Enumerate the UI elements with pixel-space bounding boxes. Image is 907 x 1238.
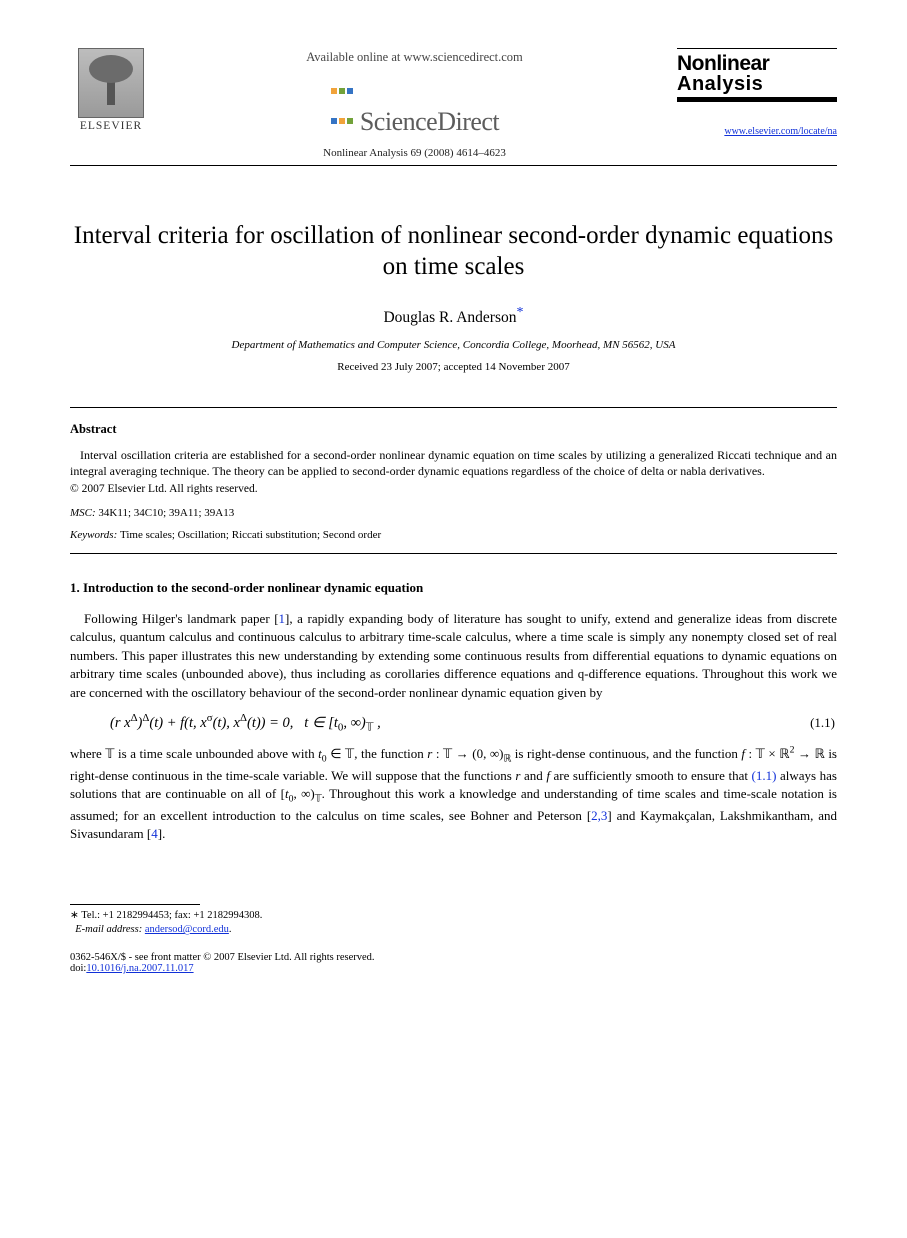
elsevier-logo-block: ELSEVIER (70, 48, 152, 132)
sciencedirect-logo: ScienceDirect (152, 71, 677, 137)
author-line: Douglas R. Anderson* (70, 305, 837, 327)
ref-2-3-link[interactable]: 2,3 (591, 808, 607, 823)
header: ELSEVIER Available online at www.science… (70, 48, 837, 159)
journal-url[interactable]: www.elsevier.com/locate/na (677, 126, 837, 137)
doi-label: doi: (70, 963, 86, 974)
section-1-para-2: where 𝕋 is a time scale unbounded above … (70, 744, 837, 844)
abstract-heading: Abstract (70, 422, 837, 437)
abstract-top-rule (70, 407, 837, 408)
journal-block: Nonlinear Analysis www.elsevier.com/loca… (677, 48, 837, 137)
journal-title-box: Nonlinear Analysis (677, 48, 837, 102)
doi-link[interactable]: 10.1016/j.na.2007.11.017 (86, 963, 193, 974)
paper-title: Interval criteria for oscillation of non… (70, 220, 837, 283)
p1-a: Following Hilger's landmark paper [ (84, 611, 279, 626)
equation-1-1: (r xΔ)Δ(t) + f(t, xσ(t), xΔ(t)) = 0, t ∈… (70, 712, 810, 734)
elsevier-label: ELSEVIER (70, 120, 152, 132)
msc-label: MSC: (70, 507, 96, 519)
journal-box-line1: Nonlinear (677, 53, 837, 74)
header-rule (70, 165, 837, 166)
sd-dots-icon (330, 71, 354, 131)
msc-codes: 34K11; 34C10; 39A11; 39A13 (98, 507, 234, 519)
equation-1-1-number: (1.1) (810, 715, 837, 731)
equation-1-1-row: (r xΔ)Δ(t) + f(t, xσ(t), xΔ(t)) = 0, t ∈… (70, 712, 837, 734)
footnote-email-tail: . (229, 924, 232, 935)
front-matter-line: 0362-546X/$ - see front matter © 2007 El… (70, 952, 837, 963)
msc-line: MSC: 34K11; 34C10; 39A11; 39A13 (70, 507, 837, 519)
citation-line: Nonlinear Analysis 69 (2008) 4614–4623 (152, 147, 677, 159)
keywords-line: Keywords: Time scales; Oscillation; Ricc… (70, 529, 837, 541)
journal-box-line2: Analysis (677, 74, 837, 95)
article-dates: Received 23 July 2007; accepted 14 Novem… (70, 361, 837, 373)
author-name: Douglas R. Anderson (383, 309, 516, 326)
abstract-copyright: © 2007 Elsevier Ltd. All rights reserved… (70, 483, 837, 495)
bottom-meta: 0362-546X/$ - see front matter © 2007 El… (70, 952, 837, 974)
p2-a: where 𝕋 is a time scale unbounded above … (70, 746, 837, 782)
p2-d: ]. (158, 826, 166, 841)
eqref-1-1-link[interactable]: (1.1) (752, 768, 777, 783)
footnote-email: E-mail address: andersod@cord.edu. (80, 923, 837, 938)
footnote-tel: ∗ Tel.: +1 2182994453; fax: +1 218299430… (80, 909, 837, 924)
footnote-star-icon: ∗ (70, 910, 81, 921)
elsevier-tree-icon (78, 48, 144, 118)
header-center: Available online at www.sciencedirect.co… (152, 48, 677, 159)
available-online-text: Available online at www.sciencedirect.co… (152, 50, 677, 65)
author-affil-mark[interactable]: * (517, 305, 524, 320)
abstract-text: Interval oscillation criteria are establ… (70, 447, 837, 479)
section-1-para-1: Following Hilger's landmark paper [1], a… (70, 610, 837, 702)
footnote-rule (70, 904, 200, 905)
section-1-heading: 1. Introduction to the second-order nonl… (70, 580, 837, 596)
keywords-text: Time scales; Oscillation; Riccati substi… (120, 529, 381, 541)
affiliation: Department of Mathematics and Computer S… (70, 339, 837, 351)
keywords-label: Keywords: (70, 529, 117, 541)
footnote-tel-text: Tel.: +1 2182994453; fax: +1 2182994308. (81, 910, 262, 921)
abstract-bottom-rule (70, 553, 837, 554)
page: ELSEVIER Available online at www.science… (0, 0, 907, 1014)
footnote-email-label: E-mail address: (75, 924, 142, 935)
sciencedirect-text: ScienceDirect (360, 107, 499, 136)
footnote-email-link[interactable]: andersod@cord.edu (145, 924, 229, 935)
